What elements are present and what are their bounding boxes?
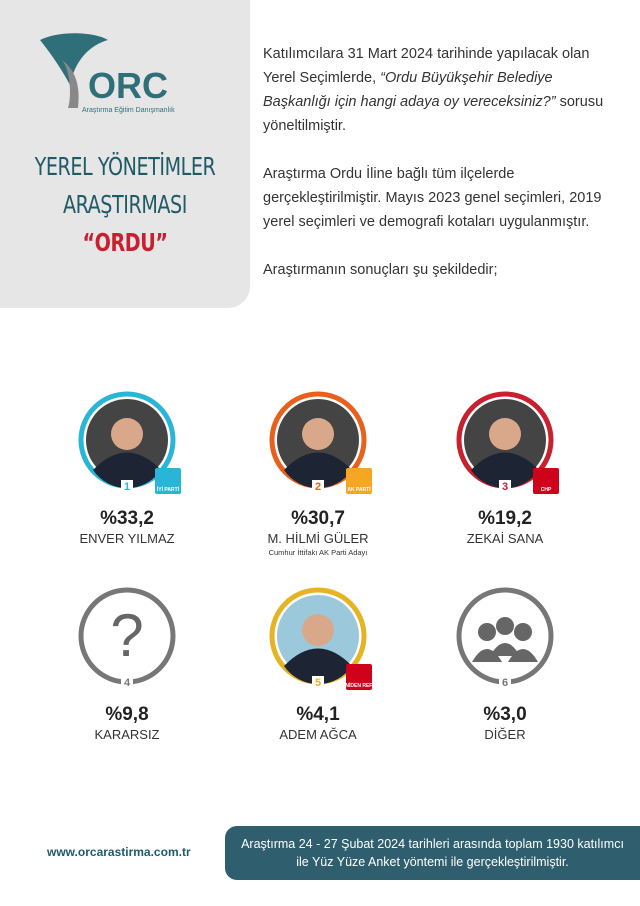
logo-mark — [62, 60, 79, 108]
portrait — [302, 614, 334, 646]
rank: 6 — [502, 677, 508, 689]
logo-mark — [40, 33, 108, 85]
people-icon — [490, 643, 520, 656]
rank: 3 — [502, 481, 508, 493]
percent: %3,0 — [483, 704, 526, 725]
title-line: ARAŞTIRMASI — [63, 190, 187, 219]
portrait — [93, 452, 161, 489]
rank: 1 — [124, 481, 130, 493]
people-icon — [496, 617, 514, 635]
text: Katılımcılara 31 Mart 2024 tarihinde yap… — [263, 46, 590, 86]
portrait — [284, 648, 352, 685]
rank-badge — [121, 676, 133, 688]
party-logo — [155, 468, 181, 494]
people-icon — [514, 623, 532, 641]
rank: 2 — [315, 481, 321, 493]
logo-name: ORC — [88, 65, 168, 106]
symbol: ? — [110, 602, 143, 669]
footer-note: Araştırma 24 - 27 Şubat 2024 tarihleri a… — [225, 826, 640, 880]
title: YEREL YÖNETİMLER ARAŞTIRMASI “ORDU” — [19, 148, 232, 262]
rank-badge — [312, 676, 324, 688]
candidate-name: M. HİLMİ GÜLER — [267, 531, 368, 546]
people-icon — [478, 623, 496, 641]
intro: Katılımcılara 31 Mart 2024 tarihinde yap… — [263, 42, 623, 306]
party-logo — [346, 664, 372, 690]
percent: %30,7 — [291, 508, 345, 529]
rank-badge — [499, 480, 511, 492]
portrait — [489, 418, 521, 450]
title-line: “ORDU” — [82, 228, 168, 257]
party-logo — [346, 468, 372, 494]
portrait — [471, 452, 539, 489]
portrait — [111, 418, 143, 450]
rank-badge — [312, 480, 324, 492]
percent: %4,1 — [296, 704, 340, 725]
question: “Ordu Büyükşehir Belediye Başkanlığı içi… — [263, 70, 556, 110]
percent: %9,8 — [105, 704, 148, 725]
candidate-name: KARARSIZ — [94, 727, 159, 742]
paragraph: Araştırma Ordu İline bağlı tüm ilçelerde… — [263, 166, 602, 230]
party-logo — [533, 468, 559, 494]
logo-tagline: Araştırma Eğitim Danışmanlık — [82, 107, 175, 114]
party-label: İYİ PARTİ — [157, 486, 180, 493]
portrait — [284, 452, 352, 489]
portrait — [302, 418, 334, 450]
text: sorusu yöneltilmiştir. — [263, 94, 604, 134]
candidate-note: Cumhur İttifakı AK Parti Adayı — [269, 548, 368, 557]
website: www.orcarastirma.com.tr — [47, 845, 191, 859]
ring — [456, 587, 554, 685]
party-label: AK PARTİ — [347, 486, 371, 493]
candidate-name: ZEKAİ SANA — [467, 531, 544, 546]
rank: 4 — [124, 677, 131, 689]
party-label: CHP — [541, 487, 552, 493]
paragraph: Katılımcılara 31 Mart 2024 tarihinde yap… — [263, 42, 623, 138]
rank-badge — [121, 480, 133, 492]
title-line: YEREL YÖNETİMLER — [34, 152, 216, 181]
percent: %33,2 — [100, 508, 154, 529]
candidate-name: ADEM AĞCA — [279, 727, 357, 742]
party-label: YENİDEN REFAH — [339, 682, 380, 689]
paragraph: Araştırmanın sonuçları şu şekildedir; — [263, 262, 498, 278]
rank-badge — [499, 676, 511, 688]
candidate-name: ENVER YILMAZ — [79, 531, 174, 546]
percent: %19,2 — [478, 508, 532, 529]
candidate-name: DİĞER — [484, 727, 525, 742]
header-panel — [0, 0, 250, 308]
rank: 5 — [315, 677, 321, 689]
